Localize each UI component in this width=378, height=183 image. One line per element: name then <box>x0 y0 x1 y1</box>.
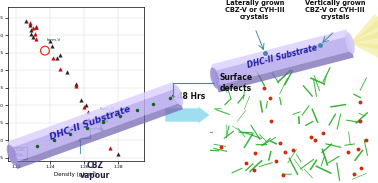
Point <box>30 27 36 30</box>
Text: DHC-II Substrate: DHC-II Substrate <box>246 44 318 70</box>
Text: CBZ
vapour: CBZ vapour <box>80 161 110 180</box>
Polygon shape <box>7 82 176 148</box>
Point <box>85 118 91 121</box>
Point <box>73 83 79 86</box>
Point <box>33 37 39 40</box>
Polygon shape <box>217 51 354 93</box>
Ellipse shape <box>345 32 355 54</box>
Text: ~48 Hrs: ~48 Hrs <box>171 92 205 101</box>
Point <box>57 53 64 56</box>
Text: Vertically grown
CBZ-V or CYH-III
crystals: Vertically grown CBZ-V or CYH-III crysta… <box>305 0 365 20</box>
Point <box>54 56 60 59</box>
Text: Surface
defects: Surface defects <box>173 73 253 97</box>
Point <box>51 56 57 59</box>
Point <box>42 49 48 52</box>
Point <box>83 104 89 107</box>
Polygon shape <box>15 102 183 169</box>
Point <box>98 126 104 129</box>
Polygon shape <box>213 36 352 86</box>
Text: Laterally grown
CBZ-V or CYH-III
crystals: Laterally grown CBZ-V or CYH-III crystal… <box>225 0 285 20</box>
Ellipse shape <box>7 145 17 165</box>
Polygon shape <box>350 19 378 43</box>
Ellipse shape <box>210 67 220 89</box>
Point <box>64 70 70 73</box>
FancyArrow shape <box>165 106 210 124</box>
Point <box>77 98 84 101</box>
X-axis label: Density (g/cm³): Density (g/cm³) <box>54 171 97 177</box>
Text: DHC-II Substrate: DHC-II Substrate <box>48 104 132 142</box>
Polygon shape <box>350 14 378 43</box>
Point <box>115 153 121 156</box>
Point <box>28 28 34 31</box>
Legend: C₂H₂, P₂β₂: C₂H₂, P₂β₂ <box>10 147 26 159</box>
Point <box>33 25 39 28</box>
Point <box>28 32 34 35</box>
Point <box>57 67 64 70</box>
Polygon shape <box>211 29 348 71</box>
Point <box>26 23 33 26</box>
Text: form-V: form-V <box>46 38 61 42</box>
Point <box>49 44 55 47</box>
Point <box>32 32 38 35</box>
Point <box>30 35 36 38</box>
Point <box>23 20 29 23</box>
Ellipse shape <box>173 85 183 105</box>
Polygon shape <box>9 88 181 163</box>
Point <box>81 105 87 108</box>
Point <box>73 84 79 87</box>
Text: form-III: form-III <box>99 107 115 111</box>
Point <box>33 25 39 28</box>
Point <box>85 111 91 114</box>
Point <box>26 21 33 24</box>
Polygon shape <box>350 29 378 52</box>
Point <box>107 147 113 150</box>
Point <box>102 118 108 121</box>
Point <box>47 39 53 42</box>
Polygon shape <box>350 43 378 61</box>
